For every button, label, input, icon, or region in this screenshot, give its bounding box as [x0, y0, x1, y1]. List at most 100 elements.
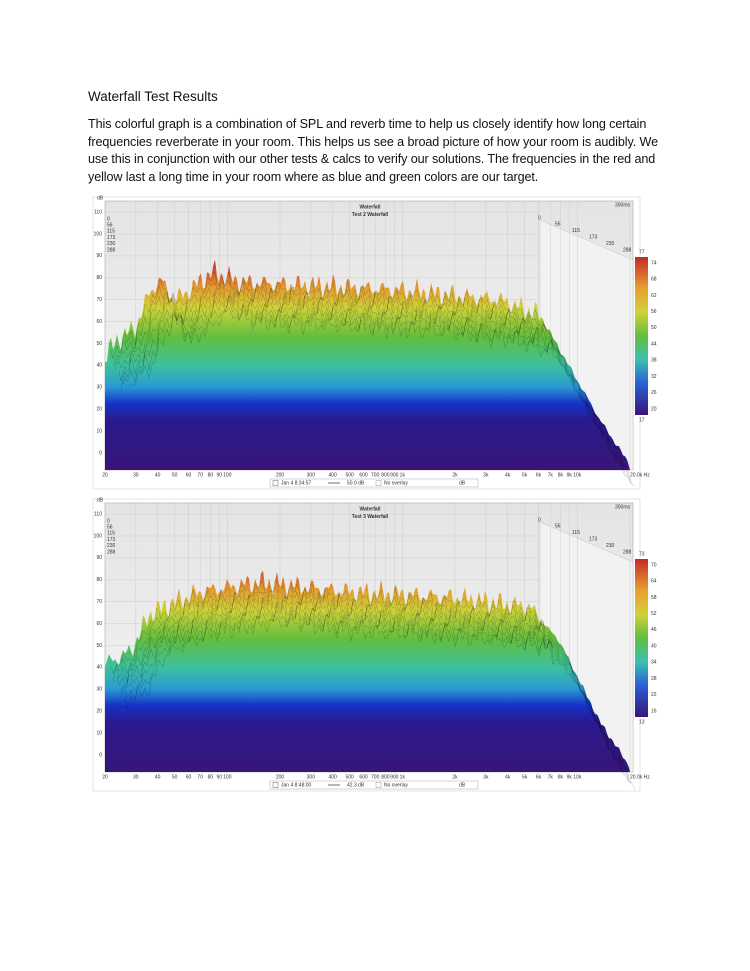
x-tick-label: 900 — [390, 774, 399, 780]
legend-level: 50.0 dB — [347, 481, 365, 487]
y-unit: dB — [97, 497, 104, 503]
x-tick-label: 90 — [217, 472, 223, 478]
slice-line — [116, 594, 628, 770]
y-tick-label: 40 — [96, 665, 102, 671]
time-label: 115 — [572, 530, 580, 536]
colorbar-label: 34 — [651, 660, 657, 666]
y-tick-label: 20 — [96, 709, 102, 715]
time-label-left: 56 — [107, 525, 113, 531]
paragraph-line: yellow last a long time in your room whe… — [88, 170, 539, 185]
x-tick-label: 200 — [276, 472, 285, 478]
time-end: 300ms — [615, 504, 631, 510]
time-label-left: 288 — [107, 247, 116, 253]
x-tick-label: 7k — [548, 774, 554, 780]
colorbar-label: 62 — [651, 293, 657, 299]
time-label: 230 — [606, 543, 615, 549]
colorbar-label: 32 — [651, 374, 657, 380]
x-tick-label: 40 — [155, 774, 161, 780]
legend-checkbox — [272, 782, 279, 788]
x-tick-label: 10k — [573, 774, 582, 780]
legend-level: 42.3 dB — [347, 783, 365, 789]
chart-title: Waterfall — [360, 204, 382, 210]
x-tick-label: 6k — [536, 472, 542, 478]
slice-line — [110, 579, 622, 757]
y-tick-label: 70 — [96, 599, 102, 605]
x-tick-label: 1k — [400, 774, 406, 780]
slice-line — [114, 590, 626, 765]
x-tick-label: 600 — [359, 472, 368, 478]
slice-line — [118, 599, 630, 777]
x-tick-label: 90 — [217, 774, 223, 780]
y-tick-label: 60 — [96, 621, 102, 627]
paragraph: This colorful graph is a combination of … — [88, 116, 658, 187]
colorbar-label: 20 — [651, 406, 657, 412]
colorbar-label: 13 — [639, 719, 645, 725]
x-tick-label: 300 — [307, 774, 316, 780]
x-tick-label: 80 — [208, 774, 214, 780]
colorbar — [635, 559, 648, 717]
x-tick-label: 500 — [345, 774, 354, 780]
x-tick-label: 100 — [223, 472, 232, 478]
slice-line — [118, 292, 630, 475]
slice-line — [122, 299, 634, 484]
slice-line — [114, 282, 626, 465]
legend-overlay: No overlay — [384, 783, 408, 789]
y-tick-label: 0 — [99, 450, 102, 456]
time-label-left: 173 — [107, 537, 116, 543]
legend-unit: dB — [459, 783, 466, 789]
time-label: 0 — [538, 215, 541, 221]
x-tick-label: 2k — [452, 774, 458, 780]
x-tick-label: 70 — [197, 774, 203, 780]
x-tick-label: 200 — [276, 774, 285, 780]
slice-line — [124, 615, 636, 791]
time-label-left: 230 — [107, 543, 116, 549]
colorbar-label: 68 — [651, 277, 657, 283]
time-label-left: 0 — [107, 518, 110, 524]
legend-checkbox — [272, 480, 279, 486]
legend-name: Jan 4 8:48:00 — [281, 783, 312, 789]
x-tick-label: 7k — [548, 472, 554, 478]
x-tick-label: 700 — [371, 472, 380, 478]
x-tick-label: 3k — [483, 472, 489, 478]
x-tick-label: 900 — [390, 472, 399, 478]
x-tick-label: 3k — [483, 774, 489, 780]
y-tick-label: 80 — [96, 577, 102, 583]
y-tick-label: 100 — [94, 231, 103, 237]
legend-box — [269, 478, 479, 488]
y-tick-label: 90 — [96, 555, 102, 561]
y-tick-label: 50 — [96, 341, 102, 347]
colorbar-label: 52 — [651, 611, 657, 617]
time-label: 288 — [623, 549, 632, 555]
slice-line — [110, 271, 622, 453]
colorbar-label: 44 — [651, 341, 657, 347]
colorbar-label: 64 — [651, 579, 657, 585]
colorbar-label: 26 — [651, 390, 657, 396]
x-tick-label: 80 — [208, 472, 214, 478]
time-label: 56 — [555, 524, 561, 530]
y-tick-label: 40 — [96, 363, 102, 369]
time-label-left: 0 — [107, 216, 110, 222]
y-tick-label: 100 — [94, 533, 103, 539]
colorbar-label: 77 — [639, 249, 645, 255]
colorbar-label: 73 — [639, 551, 645, 557]
x-tick-label: 20 — [102, 774, 108, 780]
time-label-left: 115 — [107, 531, 115, 537]
x-tick-label: 20 — [102, 472, 108, 478]
legend-name: Jan 4 8:34:57 — [281, 481, 312, 487]
slice-line — [120, 295, 632, 481]
x-tick-label: 600 — [359, 774, 368, 780]
chart-title: Waterfall — [360, 506, 382, 512]
slice-line — [116, 285, 628, 467]
paragraph-line: use this in conjunction with our other t… — [88, 152, 656, 167]
x-tick-label: 5k — [522, 472, 528, 478]
colorbar-label: 56 — [651, 309, 657, 315]
y-tick-label: 80 — [96, 275, 102, 281]
legend-unit: dB — [459, 481, 466, 487]
colorbar-label: 28 — [651, 676, 657, 682]
time-end: 300ms — [615, 202, 631, 208]
x-tick-label: 400 — [329, 472, 338, 478]
x-tick-label: 700 — [371, 774, 380, 780]
